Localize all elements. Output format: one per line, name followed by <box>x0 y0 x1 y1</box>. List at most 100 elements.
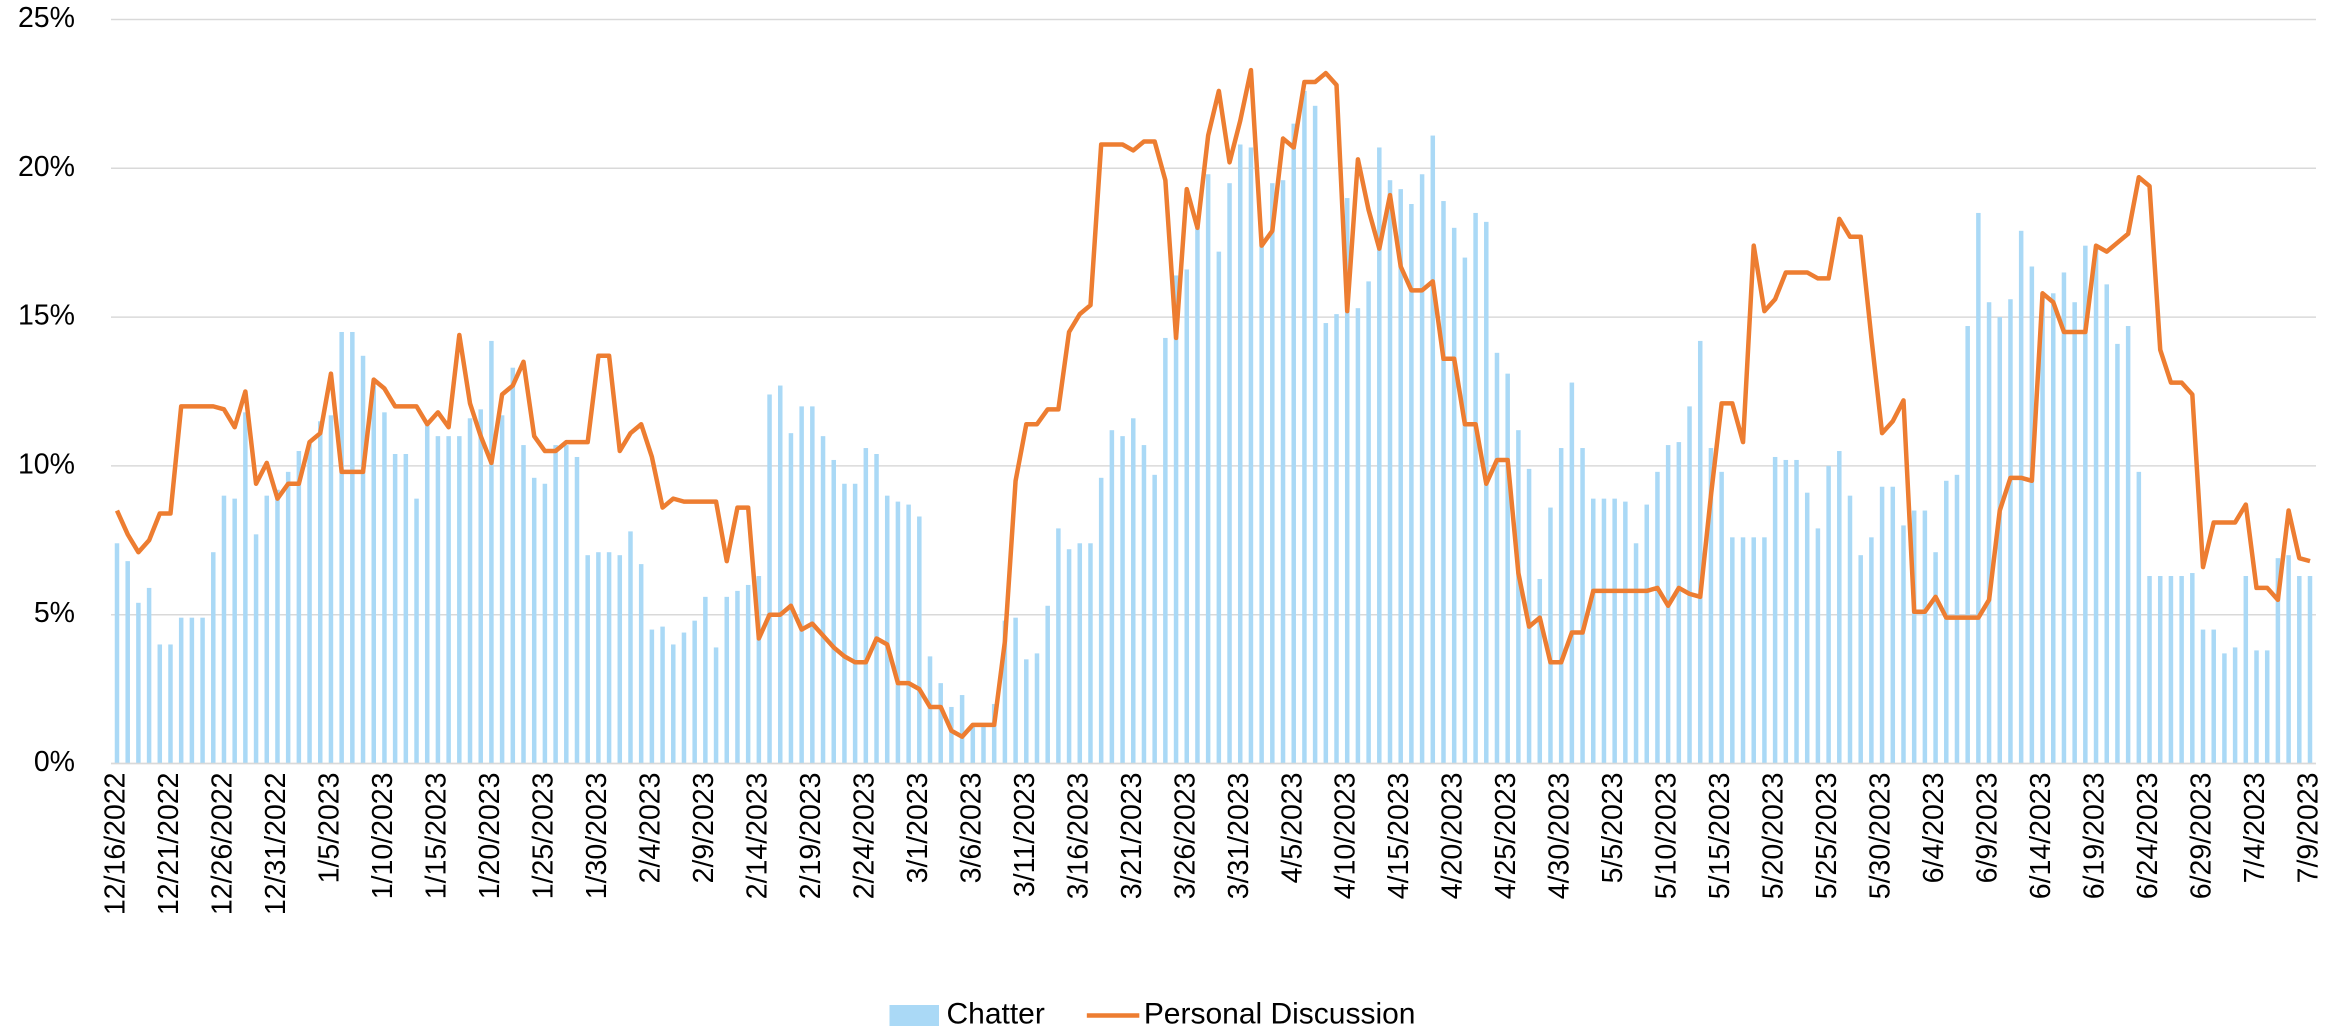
bar <box>2136 471 2142 764</box>
x-tick-label: 3/16/2023 <box>1062 773 1094 900</box>
bar <box>1184 269 1190 764</box>
bar <box>606 552 612 764</box>
x-tick-label: 3/6/2023 <box>955 773 987 884</box>
bar <box>360 355 366 764</box>
bar <box>2222 653 2227 764</box>
x-tick-label: 1/15/2023 <box>420 773 452 900</box>
x-tick-label: 1/30/2023 <box>581 773 613 900</box>
bar <box>542 483 548 764</box>
bar <box>136 602 141 764</box>
x-tick-label: 6/24/2023 <box>2132 773 2164 900</box>
bar <box>671 644 676 764</box>
x-tick-label: 2/4/2023 <box>634 773 666 884</box>
bar <box>938 683 943 764</box>
bar <box>949 706 954 764</box>
bar <box>2051 293 2056 764</box>
bar <box>1794 459 1799 764</box>
bar <box>895 501 901 764</box>
x-tick-label: 4/20/2023 <box>1437 773 1469 900</box>
bar <box>307 442 312 764</box>
y-tick-label: 10% <box>18 448 75 480</box>
bar <box>1248 147 1254 764</box>
bar <box>1451 227 1457 764</box>
bar <box>767 394 772 764</box>
bar <box>1409 204 1414 764</box>
bar <box>1697 340 1703 764</box>
bar <box>211 552 216 764</box>
bar <box>1462 257 1468 764</box>
bar <box>1623 501 1628 764</box>
bar <box>318 421 323 764</box>
x-tick-label: 2/14/2023 <box>741 773 773 900</box>
bar <box>178 617 184 764</box>
bar <box>521 445 526 764</box>
bar <box>1034 653 1040 764</box>
x-tick-label: 12/21/2022 <box>153 773 185 916</box>
bar <box>735 590 740 764</box>
bar <box>125 561 130 764</box>
bar <box>1216 251 1222 764</box>
bar <box>1569 382 1575 764</box>
bar <box>1901 525 1906 764</box>
bar <box>1879 486 1885 764</box>
bar <box>1612 498 1617 764</box>
bar <box>2018 230 2024 764</box>
x-tick-label: 4/30/2023 <box>1544 773 1576 900</box>
x-tick-label: 2/9/2023 <box>688 773 720 884</box>
bar <box>1858 555 1863 764</box>
bar <box>2307 576 2313 764</box>
bar <box>852 483 858 764</box>
x-tick-label: 6/14/2023 <box>2025 773 2057 900</box>
bar <box>1120 436 1125 764</box>
bar <box>1505 373 1510 764</box>
bar <box>1537 578 1543 764</box>
bar <box>1344 198 1350 764</box>
x-tick-label: 6/19/2023 <box>2079 773 2111 900</box>
bar <box>382 412 387 764</box>
bar <box>1473 212 1478 764</box>
bar <box>1163 337 1168 764</box>
bar <box>842 483 847 764</box>
bar <box>424 421 430 764</box>
bar <box>574 456 580 764</box>
x-tick-label: 6/4/2023 <box>1918 773 1950 884</box>
bar <box>1013 617 1018 764</box>
bar <box>1933 552 1938 764</box>
bar <box>2008 299 2013 764</box>
bar <box>403 453 409 764</box>
x-tick-label: 3/31/2023 <box>1223 773 1255 900</box>
legend-swatch <box>889 1005 939 1027</box>
bar <box>371 385 376 764</box>
bar <box>2029 266 2035 764</box>
bar <box>489 340 494 764</box>
x-tick-label: 4/10/2023 <box>1330 773 1362 900</box>
bar <box>1772 456 1778 764</box>
bar <box>724 596 730 764</box>
x-tick-label: 12/26/2022 <box>207 773 239 916</box>
y-tick-label: 25% <box>18 2 75 34</box>
bar <box>2061 272 2067 764</box>
bar <box>1783 459 1789 764</box>
bar <box>1890 486 1896 764</box>
bar <box>799 406 804 764</box>
bar <box>1291 123 1296 764</box>
bar <box>1516 430 1521 764</box>
bar <box>1259 236 1264 764</box>
bar <box>1002 620 1008 764</box>
bar <box>2168 576 2174 764</box>
bar <box>959 695 965 764</box>
bar <box>831 459 836 764</box>
bar <box>884 495 890 764</box>
x-tick-label: 4/15/2023 <box>1383 773 1415 900</box>
bar <box>596 552 601 764</box>
bar <box>1730 537 1735 764</box>
bar <box>1280 180 1286 764</box>
y-tick-label: 5% <box>34 597 75 629</box>
bar <box>1922 510 1928 764</box>
bar <box>991 703 997 764</box>
bar <box>863 448 869 764</box>
x-tick-label: 12/31/2022 <box>260 773 292 916</box>
bar <box>788 433 794 764</box>
bar <box>1323 323 1329 764</box>
